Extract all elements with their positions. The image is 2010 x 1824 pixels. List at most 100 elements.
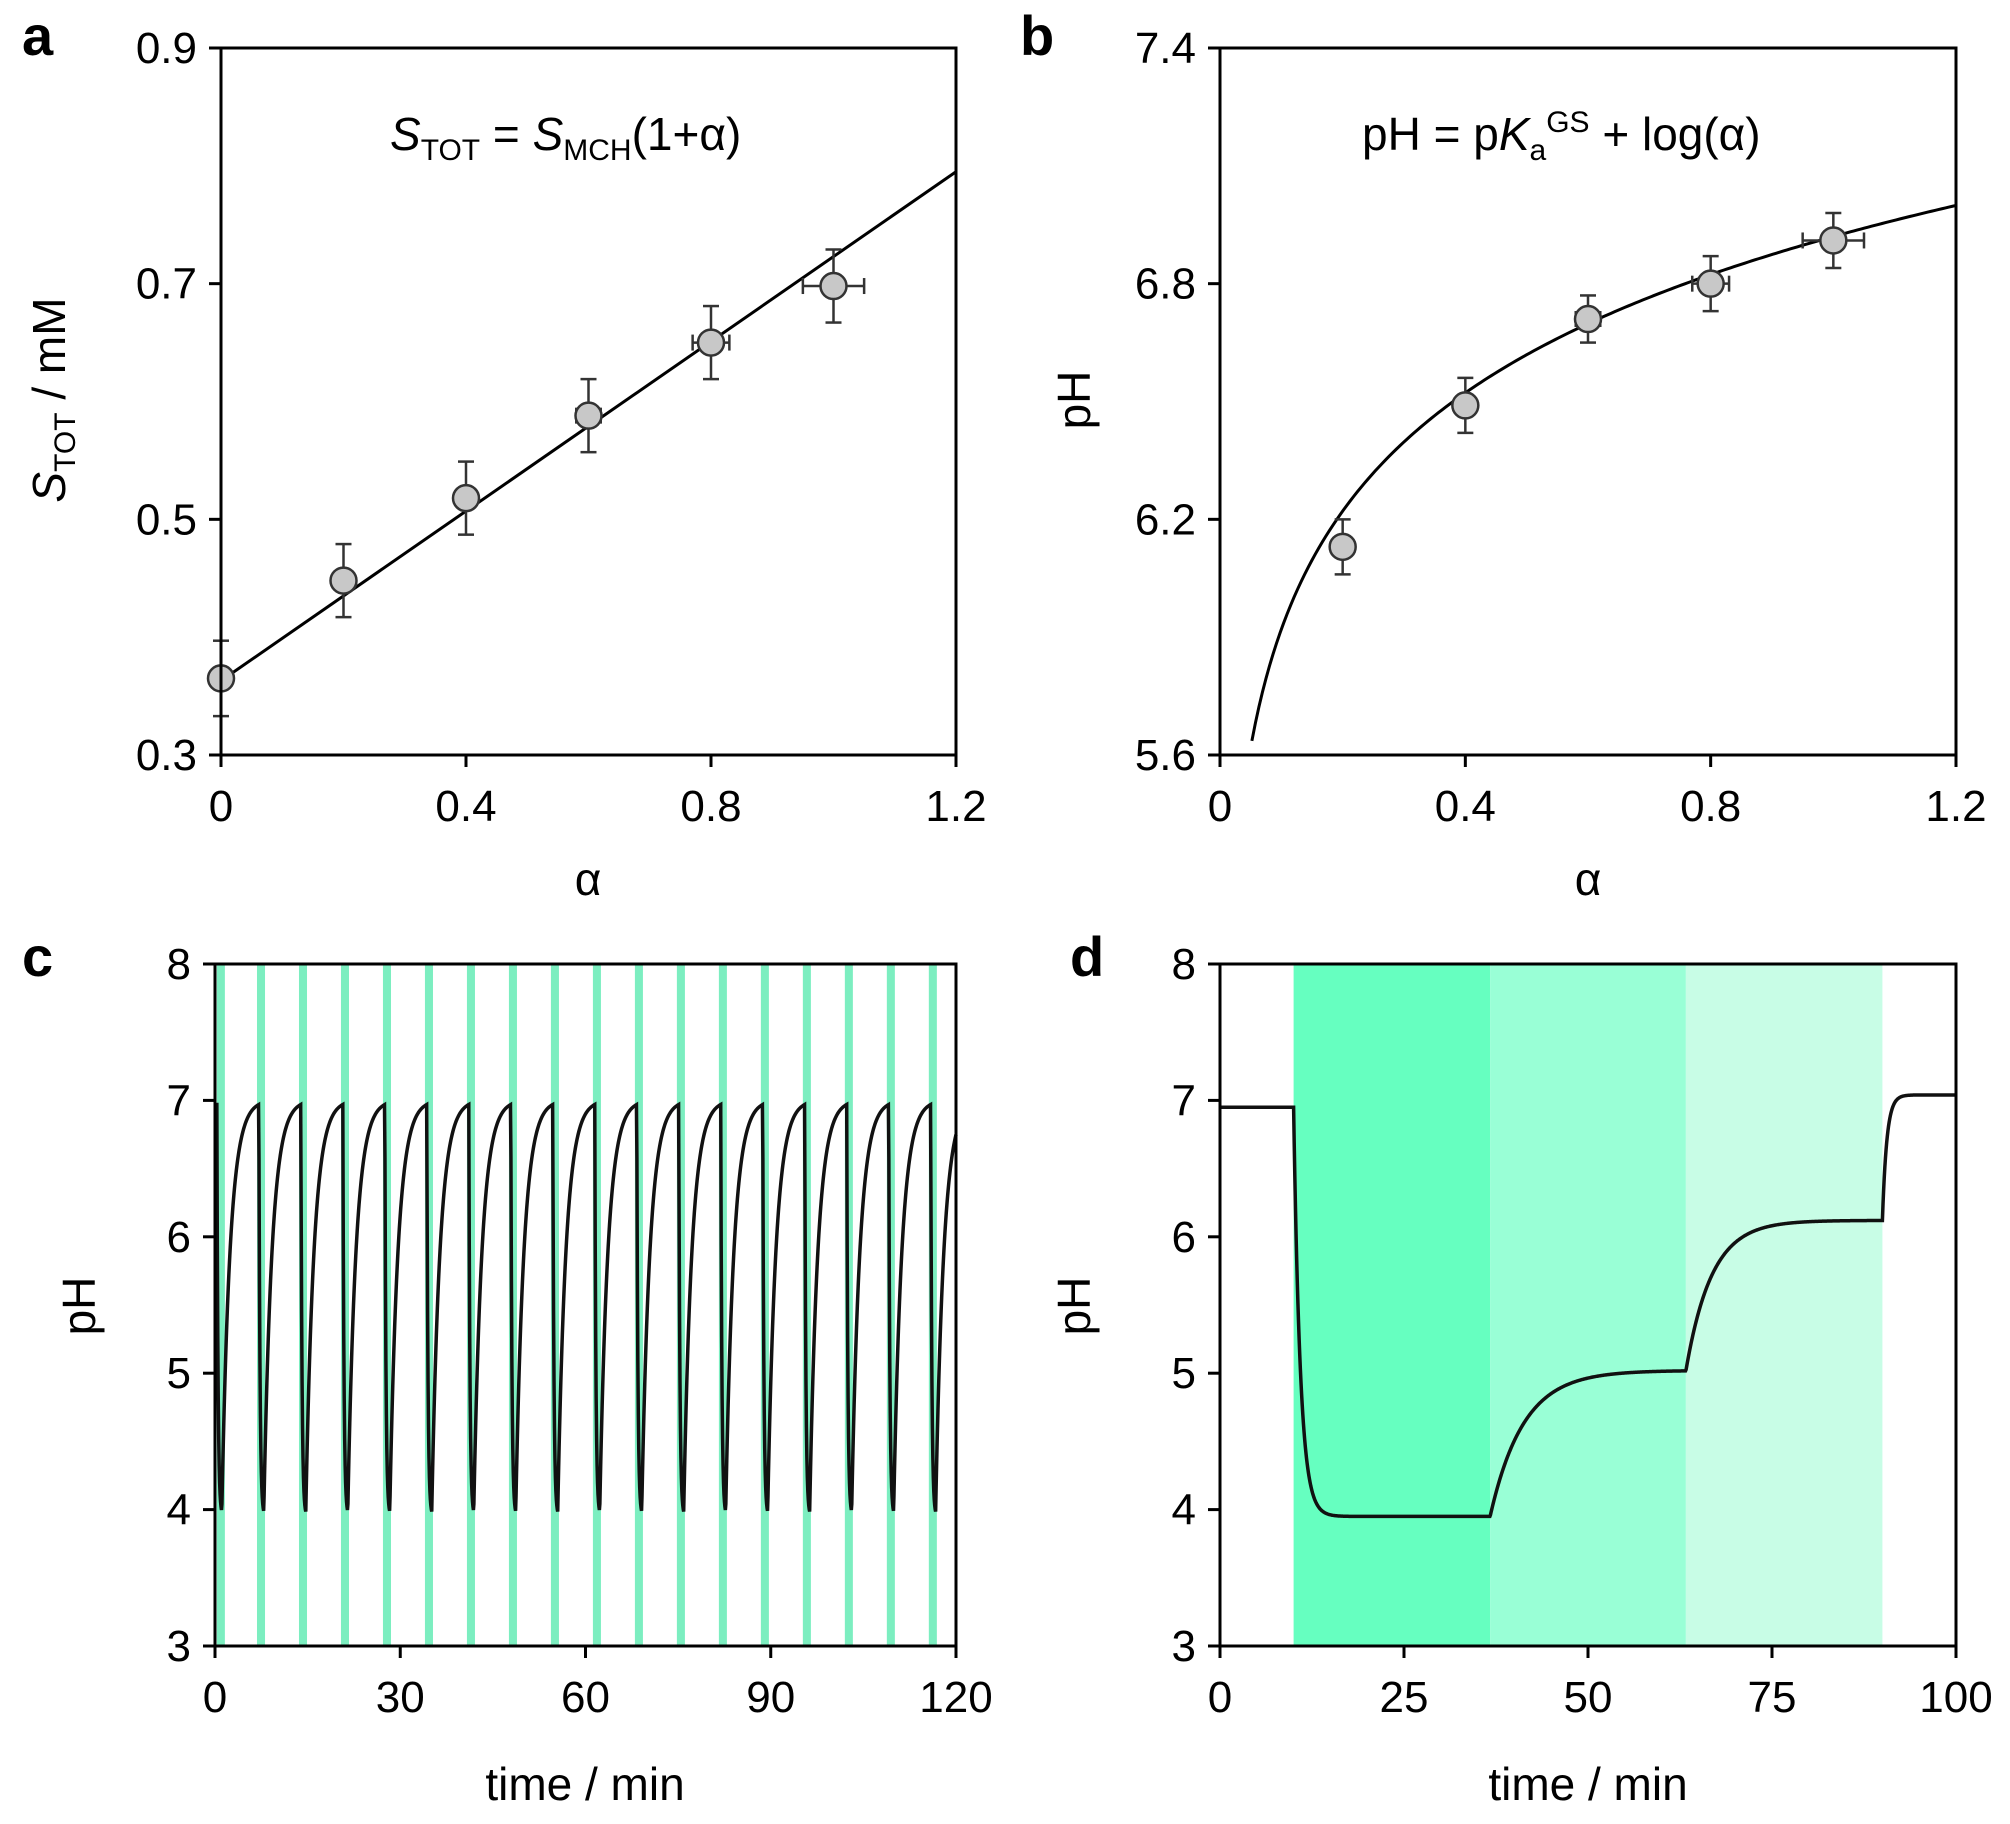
y-tick-label: 5.6 xyxy=(1135,731,1196,780)
panel-a-plot-area xyxy=(206,170,957,718)
x-tick-label: 120 xyxy=(919,1673,992,1722)
panel-c: 3 4 5 6 7 8 0 30 60 90 120 time / min pH xyxy=(53,940,993,1810)
y-a-tail: / mM xyxy=(23,297,75,412)
panel-letter-b: b xyxy=(1020,4,1054,67)
y-tick-label: 0.7 xyxy=(136,260,197,309)
x-tick-label: 0 xyxy=(203,1673,227,1722)
y-tick-label: 4 xyxy=(1172,1486,1196,1535)
x-tick-label: 60 xyxy=(561,1673,610,1722)
y-tick-label: 7 xyxy=(1172,1076,1196,1125)
y-tick-label: 6.2 xyxy=(1135,495,1196,544)
eq-a-s1: S xyxy=(390,108,421,160)
data-point xyxy=(1696,269,1725,298)
data-point xyxy=(819,271,848,301)
panel-a-y-label: STOT / mM xyxy=(23,297,82,502)
light-band xyxy=(1293,964,1491,1646)
panel-letter-c: c xyxy=(22,925,53,988)
panel-b-frame xyxy=(1218,46,1958,757)
panel-b-y-label: pH xyxy=(1048,371,1100,430)
y-tick-label: 5 xyxy=(167,1349,191,1398)
panel-c-y-ticks: 3 4 5 6 7 8 xyxy=(167,940,215,1671)
panel-d-plot-area xyxy=(1220,964,1956,1646)
data-point xyxy=(696,328,726,357)
x-tick-label: 0 xyxy=(1208,1673,1232,1722)
x-tick-label: 0 xyxy=(1208,782,1232,831)
eq-b-sup: GS xyxy=(1546,106,1589,139)
x-tick-label: 0.8 xyxy=(1680,782,1741,831)
data-point xyxy=(451,483,481,513)
panel-b-equation: pH = pKaGS + log(α) xyxy=(1362,106,1761,167)
panel-b-x-ticks: 0 0.4 0.8 1.2 xyxy=(1208,755,1987,831)
light-band xyxy=(1490,964,1686,1646)
eq-a-sub1: TOT xyxy=(421,134,480,167)
y-a-main: S xyxy=(23,472,75,503)
y-tick-label: 0.3 xyxy=(136,731,197,780)
y-tick-label: 4 xyxy=(167,1486,191,1535)
data-point xyxy=(329,566,358,595)
ph-trace xyxy=(1220,1093,1956,1519)
fit-curve xyxy=(1250,203,1957,742)
y-a-sub: TOT xyxy=(49,412,82,471)
y-tick-label: 6 xyxy=(167,1213,191,1262)
data-point xyxy=(1819,226,1848,255)
y-tick-label: 3 xyxy=(1172,1622,1196,1671)
panel-a-frame xyxy=(219,46,958,757)
panel-a: 0.30.50.70.9 0 0.4 0.8 1.2 STOT = SMCH(1+α)… xyxy=(23,24,987,905)
panel-b-y-ticks: 5.6 6.2 6.8 7.4 xyxy=(1135,24,1220,780)
x-tick-label: 50 xyxy=(1564,1673,1613,1722)
panel-b: 5.6 6.2 6.8 7.4 0 0.4 0.8 1.2 pH = pKaGS + log… xyxy=(1048,24,1987,905)
y-tick-label: 6 xyxy=(1172,1213,1196,1262)
panel-d-x-ticks: 0 25 50 75 100 xyxy=(1208,1646,1993,1722)
panel-d-y-ticks: 3 4 5 6 7 8 xyxy=(1172,940,1220,1671)
panel-d-y-label: pH xyxy=(1048,1277,1100,1336)
panel-a-x-ticks: 0 0.4 0.8 1.2 xyxy=(209,755,987,831)
data-point xyxy=(1451,391,1480,420)
x-tick-label: 25 xyxy=(1380,1673,1429,1722)
eq-a-tail: (1+α) xyxy=(632,108,742,160)
y-tick-label: 6.8 xyxy=(1135,260,1196,309)
x-tick-label: 75 xyxy=(1748,1673,1797,1722)
x-tick-label: 30 xyxy=(376,1673,425,1722)
panel-b-plot-area xyxy=(1250,203,1957,742)
y-tick-label: 5 xyxy=(1172,1349,1196,1398)
eq-a-mid: = xyxy=(480,108,532,160)
x-tick-label: 0.8 xyxy=(680,782,741,831)
data-point xyxy=(1573,304,1603,334)
eq-b-sub: a xyxy=(1530,134,1547,167)
y-tick-label: 7 xyxy=(167,1076,191,1125)
panel-a-equation: STOT = SMCH(1+α) xyxy=(390,108,741,167)
x-tick-label: 90 xyxy=(746,1673,795,1722)
x-tick-label: 0 xyxy=(209,782,233,831)
eq-a-s2: S xyxy=(533,108,564,160)
data-point xyxy=(574,401,603,430)
y-tick-label: 8 xyxy=(167,940,191,989)
y-tick-label: 7.4 xyxy=(1135,24,1196,73)
eq-a-sub2: MCH xyxy=(563,134,631,167)
panel-c-plot-area xyxy=(215,964,958,1646)
panel-c-y-label: pH xyxy=(53,1277,105,1336)
eq-b-tail: + log(α) xyxy=(1590,108,1761,160)
panel-a-x-label: α xyxy=(575,853,602,905)
x-tick-label: 0.4 xyxy=(1435,782,1496,831)
ph-trace xyxy=(215,1101,958,1512)
panel-letter-d: d xyxy=(1070,925,1104,988)
y-tick-label: 0.5 xyxy=(136,495,197,544)
y-tick-label: 8 xyxy=(1172,940,1196,989)
light-pulse xyxy=(216,964,225,1646)
x-tick-label: 1.2 xyxy=(1925,782,1986,831)
eq-b-pre: pH = p xyxy=(1362,108,1499,160)
light-band xyxy=(1685,964,1883,1646)
panel-a-y-ticks: 0.3 0.5 0.7 0.9 xyxy=(136,24,221,780)
panel-d: 3 4 5 6 7 8 0 25 50 75 100 time / min pH xyxy=(1048,940,1993,1810)
x-tick-label: 1.2 xyxy=(925,782,986,831)
panel-letter-a: a xyxy=(22,4,54,67)
panel-c-x-label: time / min xyxy=(485,1758,684,1810)
panel-b-x-label: α xyxy=(1575,853,1602,905)
x-tick-label: 100 xyxy=(1919,1673,1992,1722)
panel-c-x-ticks: 0 30 60 90 120 xyxy=(203,1646,993,1722)
panel-d-x-label: time / min xyxy=(1488,1758,1687,1810)
data-point xyxy=(1328,532,1357,562)
x-tick-label: 0.4 xyxy=(435,782,496,831)
y-tick-label: 0.9 xyxy=(136,24,197,73)
